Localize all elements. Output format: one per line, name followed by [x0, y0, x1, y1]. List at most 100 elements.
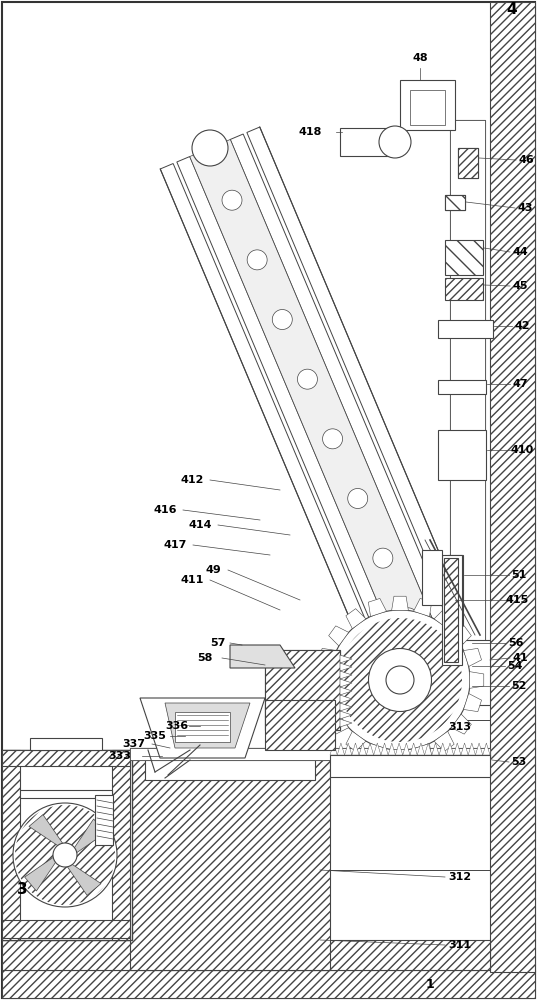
Bar: [445, 240, 483, 275]
Bar: [2, 940, 490, 970]
Polygon shape: [463, 694, 482, 712]
Text: 336: 336: [165, 721, 188, 731]
Bar: [30, 738, 102, 750]
Circle shape: [373, 548, 393, 568]
Polygon shape: [461, 743, 468, 755]
Bar: [265, 700, 335, 750]
Circle shape: [59, 849, 71, 861]
Text: 54: 54: [507, 661, 523, 671]
Polygon shape: [413, 598, 432, 616]
Polygon shape: [454, 743, 461, 755]
Polygon shape: [366, 743, 374, 755]
Polygon shape: [340, 719, 352, 727]
Text: 313: 313: [448, 722, 471, 732]
Polygon shape: [190, 139, 450, 679]
Bar: [2, 920, 130, 938]
Bar: [450, 120, 485, 700]
Bar: [410, 90, 445, 125]
Text: 48: 48: [412, 53, 428, 63]
Polygon shape: [340, 663, 352, 671]
Polygon shape: [230, 645, 295, 668]
Polygon shape: [160, 164, 393, 691]
Polygon shape: [345, 743, 352, 755]
Text: 337: 337: [122, 739, 146, 749]
Bar: [442, 555, 462, 665]
Text: 311: 311: [448, 940, 471, 950]
Text: 417: 417: [163, 540, 187, 550]
Text: 312: 312: [448, 872, 471, 882]
Polygon shape: [446, 743, 454, 755]
Bar: [438, 320, 493, 338]
Text: 410: 410: [510, 445, 534, 455]
Bar: [2, 970, 535, 998]
Polygon shape: [434, 609, 454, 629]
Text: 56: 56: [508, 638, 524, 648]
Text: 51: 51: [511, 570, 527, 580]
Text: 49: 49: [205, 565, 221, 575]
Polygon shape: [425, 743, 432, 755]
Text: 1: 1: [426, 978, 434, 992]
Bar: [450, 120, 485, 700]
Text: 44: 44: [512, 247, 528, 257]
Text: 53: 53: [511, 757, 527, 767]
Polygon shape: [346, 731, 366, 751]
Bar: [20, 790, 112, 798]
Polygon shape: [468, 743, 475, 755]
Circle shape: [222, 190, 242, 210]
Polygon shape: [359, 743, 366, 755]
Polygon shape: [403, 743, 410, 755]
Polygon shape: [25, 853, 59, 891]
Polygon shape: [330, 743, 337, 755]
Text: 43: 43: [517, 203, 533, 213]
Bar: [438, 380, 486, 394]
Polygon shape: [316, 672, 330, 688]
Bar: [175, 712, 230, 742]
Circle shape: [247, 250, 267, 270]
Circle shape: [412, 652, 448, 688]
Bar: [445, 195, 465, 210]
Polygon shape: [381, 743, 388, 755]
Bar: [130, 748, 490, 760]
Polygon shape: [439, 743, 446, 755]
Bar: [130, 750, 330, 970]
Text: 47: 47: [512, 379, 528, 389]
Text: 52: 52: [511, 681, 527, 691]
Circle shape: [323, 429, 343, 449]
Polygon shape: [71, 819, 105, 857]
Circle shape: [15, 805, 115, 905]
Circle shape: [192, 130, 228, 166]
Bar: [330, 755, 490, 777]
Polygon shape: [230, 134, 463, 661]
Text: 335: 335: [143, 731, 166, 741]
Circle shape: [330, 610, 470, 750]
Polygon shape: [391, 596, 408, 611]
Polygon shape: [340, 703, 352, 711]
Polygon shape: [368, 598, 387, 616]
Polygon shape: [329, 714, 349, 734]
Text: 3: 3: [17, 882, 27, 898]
Bar: [145, 750, 315, 780]
Polygon shape: [340, 655, 352, 663]
Polygon shape: [140, 698, 265, 758]
Text: 333: 333: [108, 751, 132, 761]
Bar: [265, 650, 340, 730]
Bar: [400, 80, 455, 130]
Circle shape: [379, 126, 411, 158]
Polygon shape: [417, 743, 425, 755]
Polygon shape: [395, 743, 403, 755]
Polygon shape: [413, 744, 432, 762]
Bar: [95, 795, 113, 845]
Text: 418: 418: [299, 127, 322, 137]
Text: 415: 415: [505, 595, 528, 605]
Text: 41: 41: [512, 653, 528, 663]
Circle shape: [386, 666, 414, 694]
Polygon shape: [410, 743, 417, 755]
Bar: [2, 750, 132, 940]
Polygon shape: [177, 157, 410, 684]
Bar: [130, 748, 490, 760]
Polygon shape: [329, 626, 349, 646]
Polygon shape: [340, 695, 352, 703]
Bar: [490, 2, 535, 972]
Polygon shape: [368, 744, 387, 762]
Polygon shape: [340, 671, 352, 679]
